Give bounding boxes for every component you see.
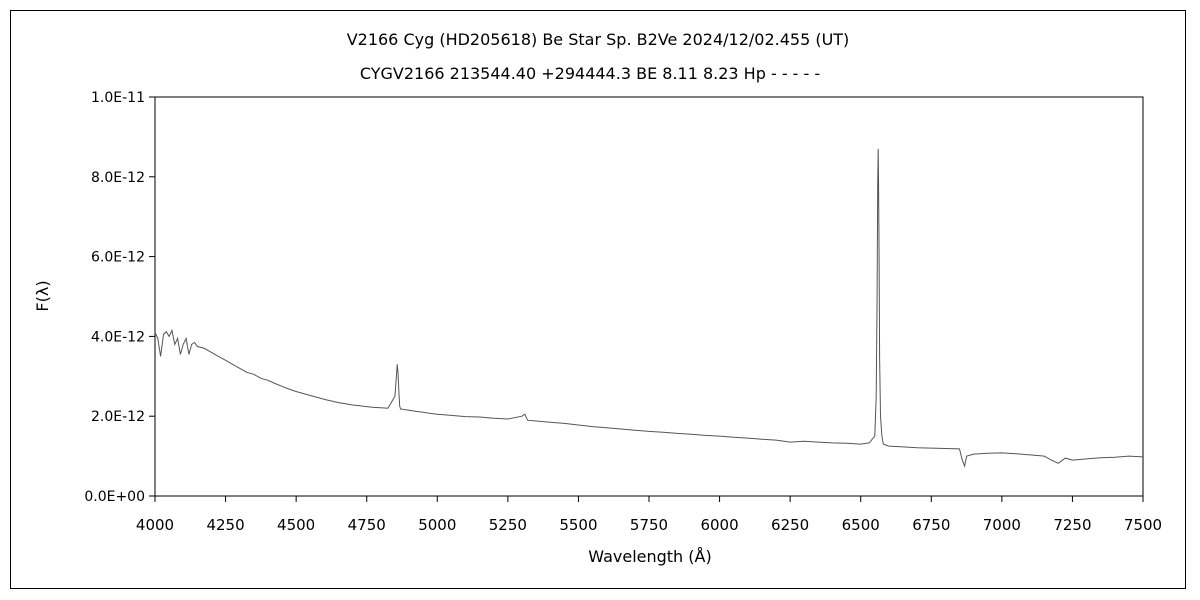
x-tick-label: 5500 [559,516,597,534]
x-tick-label: 6000 [700,516,738,534]
plot-area [154,96,1144,497]
y-axis: 0.0E+00 2.0E-12 4.0E-12 6.0E-12 8.0E-12 1.0E-… [84,90,155,505]
x-tick-label: 5250 [489,516,527,534]
y-tick-label: 4.0E-12 [91,329,145,345]
x-tick-label: 5750 [630,516,668,534]
x-axis-label: Wavelength (Å) [588,547,711,566]
y-tick-label: 2.0E-12 [91,409,145,425]
y-tick-label: 0.0E+00 [84,489,145,505]
x-tick-label: 7000 [983,516,1021,534]
chart-subtitle: CYGV2166 213544.40 +294444.3 BE 8.11 8.2… [360,64,820,83]
x-tick-label: 5000 [418,516,456,534]
spectrum-line [154,148,1144,468]
x-tick-label: 7250 [1053,516,1091,534]
y-tick-label: 1.0E-11 [91,90,145,106]
chart-title: V2166 Cyg (HD205618) Be Star Sp. B2Ve 20… [347,30,850,49]
y-tick-label: 6.0E-12 [91,250,145,266]
series-layer [154,148,1144,468]
x-tick-label: 4000 [136,516,174,534]
x-tick-label: 4500 [277,516,315,534]
chart-frame [10,10,1186,589]
x-tick-label: 4750 [348,516,386,534]
y-axis-label: F(λ) [33,280,52,311]
x-tick-label: 7500 [1124,516,1162,534]
x-tick-label: 6500 [842,516,880,534]
x-axis: 4000 4250 4500 4750 5000 5250 5500 5750 6000 6250… [136,496,1162,534]
x-tick-label: 4250 [206,516,244,534]
y-tick-label: 8.0E-12 [91,170,145,186]
x-tick-label: 6750 [912,516,950,534]
x-tick-label: 6250 [771,516,809,534]
